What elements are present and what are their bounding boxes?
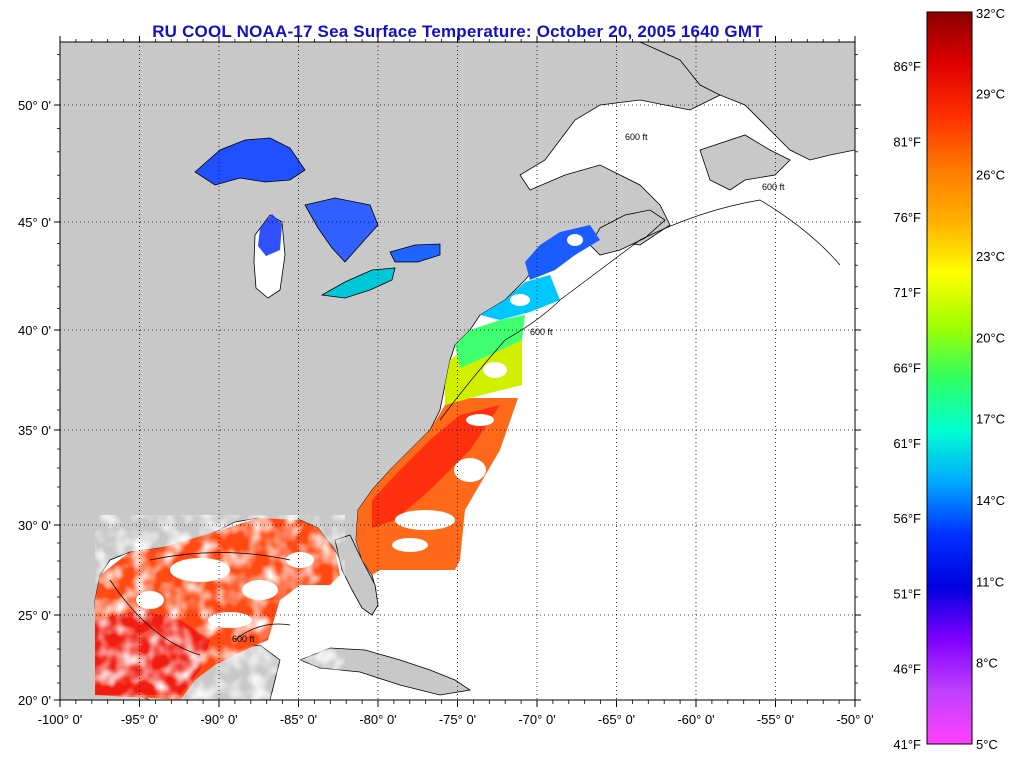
fahrenheit-label: 86°F [893,59,921,74]
land-cuba [298,647,472,696]
lon-tick-label: -100° 0' [38,712,83,727]
lon-tick-label: -90° 0' [200,712,237,727]
lat-tick-label: 50° 0' [18,98,51,113]
fahrenheit-label: 81°F [893,135,921,150]
sst-gulf-stream-core [372,405,500,528]
lat-tick-label: 40° 0' [18,323,51,338]
celsius-label: 29°C [976,86,1005,101]
lon-tick-label: -95° 0' [121,712,158,727]
lake-huron [304,197,379,263]
fahrenheit-label: 46°F [893,662,921,677]
sst-mid-atlantic-green [455,315,525,368]
lon-tick-label: -55° 0' [757,712,794,727]
lat-tick-label: 20° 0' [18,693,51,708]
lat-tick-label: 30° 0' [18,518,51,533]
lat-tick-label: 45° 0' [18,215,51,230]
fahrenheit-label: 56°F [893,511,921,526]
fahrenheit-label: 66°F [893,360,921,375]
axis-ticks [54,36,861,707]
lake-superior [194,137,306,186]
celsius-label: 11°C [976,574,1004,589]
fahrenheit-label: 51°F [893,586,921,601]
lon-tick-label: -80° 0' [359,712,396,727]
contour-label: 600 ft [232,634,255,644]
fahrenheit-label: 61°F [893,436,921,451]
land-florida [334,534,379,616]
land-labrador [639,42,855,161]
lon-tick-label: -85° 0' [280,712,317,727]
lon-tick-label: -65° 0' [598,712,635,727]
lake-ontario [389,243,441,263]
celsius-label: 23°C [976,249,1005,264]
bathymetry-contour-600ft [109,199,841,656]
lon-tick-label: -70° 0' [518,712,555,727]
celsius-label: 14°C [976,493,1005,508]
celsius-label: 32°C [976,6,1005,21]
lake-michigan-sst [258,214,282,256]
temperature-color-bar [926,11,973,745]
contour-label: 600 ft [625,132,648,142]
contour-label: 600 ft [530,327,553,337]
land-newfoundland [699,134,791,191]
celsius-label: 17°C [976,412,1005,427]
lat-tick-label: 35° 0' [18,423,51,438]
contour-label: 600 ft [762,182,785,192]
cloud-patches [136,234,583,628]
land-nova-scotia [589,209,666,256]
axis-tick-labels: -100° 0' -95° 0' -90° 0' -85° 0' -80° 0' -75°… [18,98,874,727]
lon-tick-label: -60° 0' [677,712,714,727]
celsius-label: 20°C [976,330,1005,345]
celsius-label: 8°C [976,656,998,671]
lon-tick-label: -50° 0' [836,712,873,727]
sst-atlantic-warm [356,398,518,575]
lon-tick-label: -75° 0' [439,712,476,727]
fahrenheit-label: 41°F [893,737,921,752]
map-title: RU COOL NOAA-17 Sea Surface Temperature:… [152,22,763,41]
celsius-label: 26°C [976,168,1005,183]
lat-tick-label: 25° 0' [18,608,51,623]
lake-erie [320,267,396,299]
fahrenheit-label: 76°F [893,210,921,225]
map-grid [60,42,855,700]
fahrenheit-label: 71°F [893,285,921,300]
celsius-label: 5°C [976,737,998,752]
color-bar-labels: 32°C 29°C 26°C 23°C 20°C 17°C 14°C 11°C 8°C 5°C 86… [893,6,1005,752]
